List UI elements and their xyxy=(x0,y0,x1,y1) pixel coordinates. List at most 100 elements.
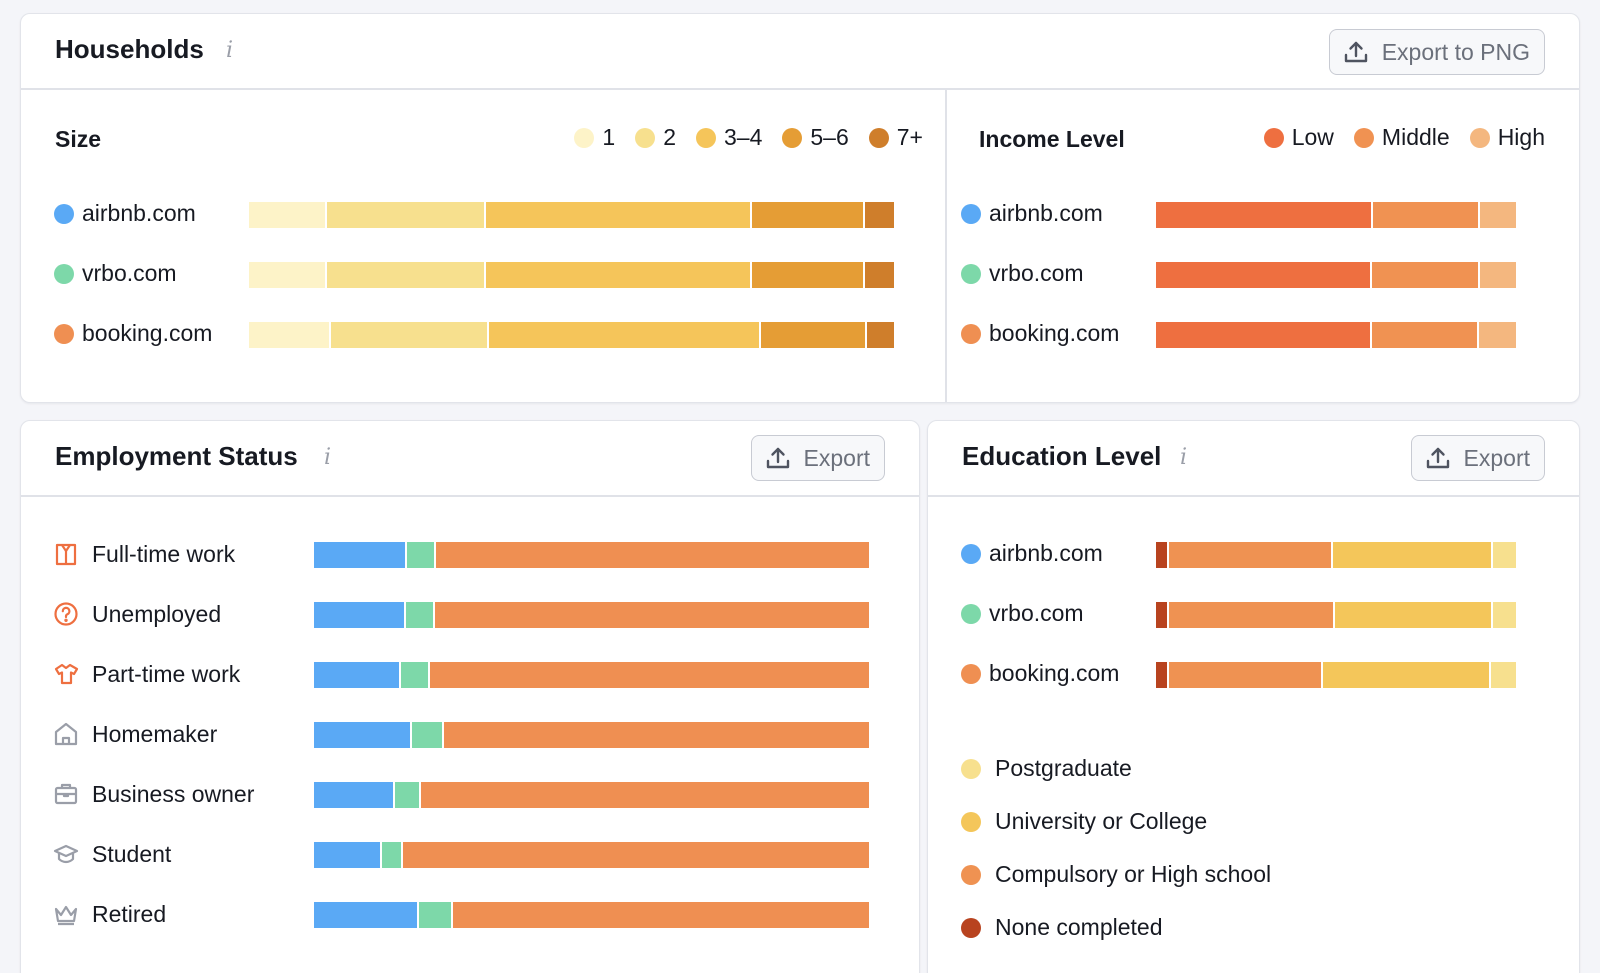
employment-export-button[interactable]: Export xyxy=(750,435,885,481)
bar-segment[interactable] xyxy=(1168,542,1332,568)
education-card: Education Level i Export airbnb.com vrbo.… xyxy=(927,420,1580,973)
graduation-cap-icon xyxy=(52,840,80,868)
stacked-bar[interactable] xyxy=(314,902,869,928)
bar-segment[interactable] xyxy=(867,322,894,348)
legend-label: 2 xyxy=(663,124,677,150)
bar-segment[interactable] xyxy=(485,262,750,288)
bar-segment[interactable] xyxy=(1156,602,1167,628)
row-label-text: Unemployed xyxy=(92,600,222,627)
stacked-bar[interactable] xyxy=(1156,322,1516,348)
row-label: Part-time work xyxy=(52,660,240,688)
legend-dot xyxy=(1353,127,1374,148)
stacked-bar[interactable] xyxy=(249,262,894,288)
bar-segment[interactable] xyxy=(401,662,428,688)
bar-segment[interactable] xyxy=(403,842,869,868)
bar-segment[interactable] xyxy=(435,602,869,628)
bar-segment[interactable] xyxy=(314,902,418,928)
legend-dot xyxy=(961,917,981,938)
bar-segment[interactable] xyxy=(314,722,411,748)
row-label-text: booking.com xyxy=(989,320,1120,346)
bar-segment[interactable] xyxy=(1156,322,1370,348)
bar-segment[interactable] xyxy=(1480,202,1516,228)
stacked-bar[interactable] xyxy=(314,842,869,868)
stacked-bar[interactable] xyxy=(249,322,894,348)
info-icon[interactable]: i xyxy=(324,445,332,470)
bar-segment[interactable] xyxy=(452,902,869,928)
bar-segment[interactable] xyxy=(249,202,326,228)
bar-segment[interactable] xyxy=(1373,202,1479,228)
stacked-bar[interactable] xyxy=(1156,262,1516,288)
bar-segment[interactable] xyxy=(382,842,402,868)
bar-segment[interactable] xyxy=(1333,542,1491,568)
bar-segment[interactable] xyxy=(436,542,869,568)
row-label-text: booking.com xyxy=(989,660,1120,686)
stacked-bar[interactable] xyxy=(314,662,869,688)
bar-segment[interactable] xyxy=(1492,542,1516,568)
bar-segment[interactable] xyxy=(1478,322,1516,348)
bar-segment[interactable] xyxy=(1322,662,1490,688)
stacked-bar[interactable] xyxy=(314,542,869,568)
bar-segment[interactable] xyxy=(314,842,381,868)
bar-segment[interactable] xyxy=(1371,262,1479,288)
bar-segment[interactable] xyxy=(488,322,760,348)
bar-segment[interactable] xyxy=(327,262,484,288)
bar-segment[interactable] xyxy=(1335,602,1491,628)
tshirt-icon xyxy=(52,660,80,688)
row-label: Business owner xyxy=(52,780,254,808)
stacked-bar[interactable] xyxy=(1156,202,1516,228)
bar-segment[interactable] xyxy=(761,322,866,348)
bar-segment[interactable] xyxy=(1480,262,1516,288)
bar-segment[interactable] xyxy=(249,262,326,288)
legend-dot xyxy=(961,811,981,832)
bar-segment[interactable] xyxy=(327,202,484,228)
stacked-bar[interactable] xyxy=(314,782,870,808)
education-export-button[interactable]: Export xyxy=(1410,435,1545,481)
domain-dot xyxy=(961,323,981,344)
stacked-bar[interactable] xyxy=(249,202,894,228)
house-icon xyxy=(52,720,80,748)
bar-segment[interactable] xyxy=(405,602,434,628)
bar-segment[interactable] xyxy=(394,782,420,808)
bar-segment[interactable] xyxy=(1492,602,1516,628)
domain-dot xyxy=(961,203,981,224)
row-label: booking.com xyxy=(961,320,1119,347)
bar-segment[interactable] xyxy=(314,602,404,628)
bar-segment[interactable] xyxy=(419,902,451,928)
bar-segment[interactable] xyxy=(751,202,864,228)
bar-segment[interactable] xyxy=(1156,542,1167,568)
domain-dot xyxy=(54,263,74,284)
legend-item: None completed xyxy=(961,914,1163,941)
stacked-bar[interactable] xyxy=(1156,542,1516,568)
info-icon[interactable]: i xyxy=(1180,445,1188,470)
bar-segment[interactable] xyxy=(485,202,750,228)
employment-title: Employment Status xyxy=(55,441,298,471)
bar-segment[interactable] xyxy=(1491,662,1516,688)
bar-segment[interactable] xyxy=(751,262,864,288)
bar-segment[interactable] xyxy=(444,722,869,748)
bar-segment[interactable] xyxy=(314,662,400,688)
bar-segment[interactable] xyxy=(1156,202,1372,228)
bar-segment[interactable] xyxy=(406,542,435,568)
bar-segment[interactable] xyxy=(249,322,329,348)
bar-segment[interactable] xyxy=(1168,602,1334,628)
bar-segment[interactable] xyxy=(429,662,869,688)
stacked-bar[interactable] xyxy=(314,722,869,748)
bar-segment[interactable] xyxy=(1156,662,1167,688)
bar-segment[interactable] xyxy=(421,782,870,808)
bar-segment[interactable] xyxy=(330,322,487,348)
bar-segment[interactable] xyxy=(1156,262,1370,288)
export-png-button[interactable]: Export to PNG xyxy=(1328,29,1545,75)
info-icon[interactable]: i xyxy=(226,38,234,63)
bar-segment[interactable] xyxy=(1168,662,1321,688)
bar-segment[interactable] xyxy=(314,782,393,808)
bar-segment[interactable] xyxy=(412,722,443,748)
stacked-bar[interactable] xyxy=(314,602,869,628)
bar-segment[interactable] xyxy=(865,262,894,288)
bar-segment[interactable] xyxy=(314,542,405,568)
legend-item: University or College xyxy=(961,808,1207,835)
income-title: Income Level xyxy=(979,126,1125,152)
stacked-bar[interactable] xyxy=(1156,662,1516,688)
bar-segment[interactable] xyxy=(1371,322,1477,348)
bar-segment[interactable] xyxy=(865,202,894,228)
stacked-bar[interactable] xyxy=(1156,602,1516,628)
